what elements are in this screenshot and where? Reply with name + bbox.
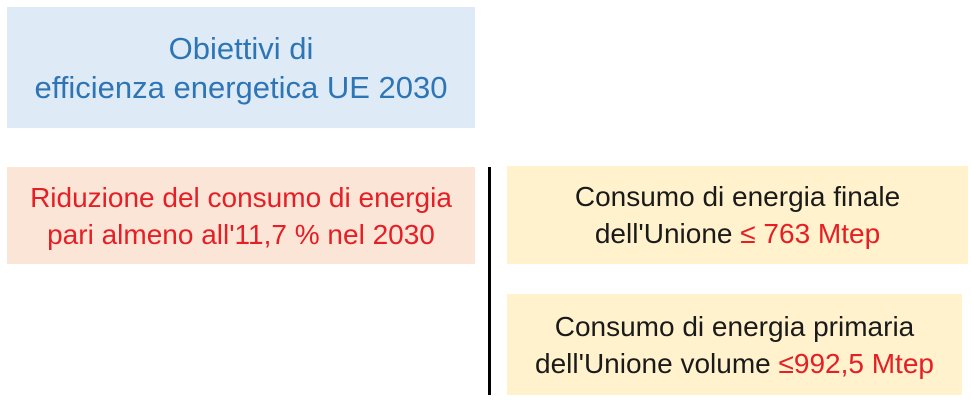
primary-energy-value: ≤992,5 Mtep <box>778 347 934 379</box>
header-line1: Obiettivi di <box>168 30 314 66</box>
primary-energy-line1: Consumo di energia primaria <box>554 310 915 342</box>
reduction-target-box: Riduzione del consumo di energia pari al… <box>7 167 475 264</box>
header-box: Obiettivi di efficienza energetica UE 20… <box>7 7 475 128</box>
primary-energy-line2-black: dell'Unione volume <box>535 347 779 379</box>
final-energy-line2: dell'Unione ≤ 763 Mtep <box>575 215 900 252</box>
reduction-line2: pari almeno all'11,7 % nel 2030 <box>47 218 435 250</box>
final-energy-text: Consumo di energia finale dell'Unione ≤ … <box>575 178 900 252</box>
header-text: Obiettivi di efficienza energetica UE 20… <box>34 29 447 107</box>
final-energy-value: ≤ 763 Mtep <box>740 218 881 249</box>
primary-energy-text: Consumo di energia primaria dell'Unione … <box>535 308 934 382</box>
final-energy-line1: Consumo di energia finale <box>574 181 901 212</box>
reduction-line1: Riduzione del consumo di energia <box>30 181 452 213</box>
final-energy-line2-black: dell'Unione <box>594 218 741 249</box>
vertical-divider <box>488 167 491 395</box>
primary-energy-box: Consumo di energia primaria dell'Unione … <box>507 294 962 395</box>
primary-energy-line2: dell'Unione volume ≤992,5 Mtep <box>535 345 934 382</box>
reduction-text: Riduzione del consumo di energia pari al… <box>30 179 452 253</box>
final-energy-box: Consumo di energia finale dell'Unione ≤ … <box>507 166 968 264</box>
header-line2: efficienza energetica UE 2030 <box>34 69 448 105</box>
